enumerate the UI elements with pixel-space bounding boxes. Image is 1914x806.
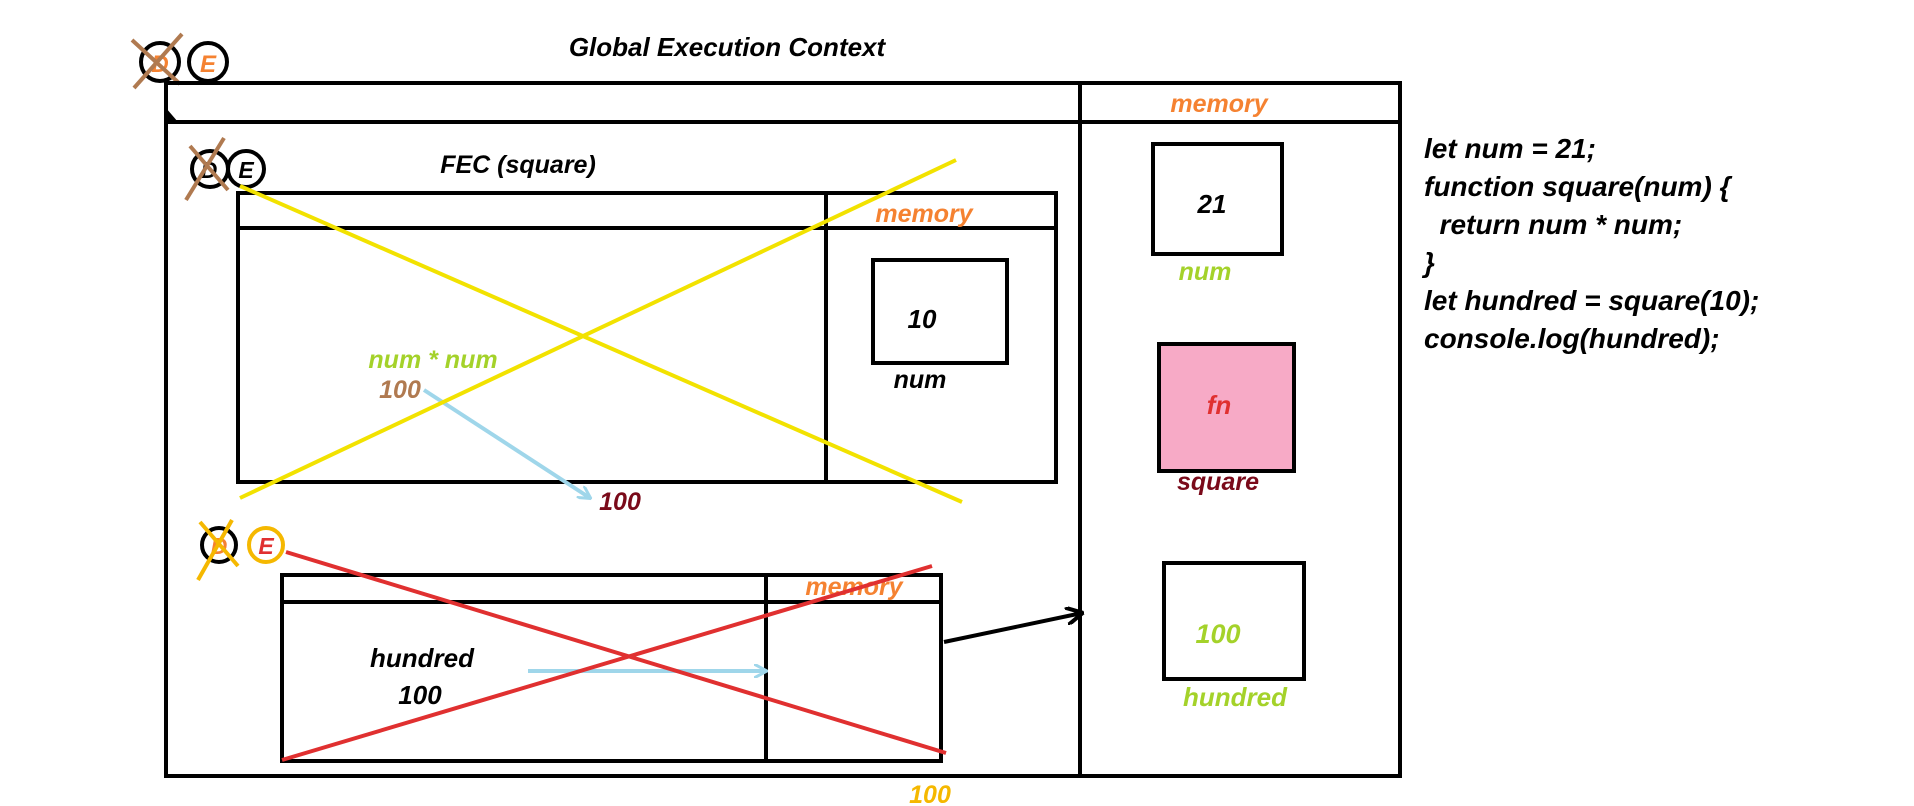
code-line: }	[1421, 247, 1435, 278]
fec2-var-value: 100	[398, 680, 442, 710]
fec-strike-yellow-2	[239, 158, 957, 500]
global-corner-mark	[166, 108, 178, 122]
fec2-badge-e-circle	[247, 526, 285, 564]
fec2-badge-e: E	[258, 533, 274, 559]
global-title: Global Execution Context	[569, 32, 887, 62]
fec-num-name: num	[894, 366, 947, 394]
global-square-value: fn	[1207, 390, 1232, 420]
fec-strike-yellow-1	[239, 184, 963, 504]
global-hundred-cell	[1162, 561, 1306, 681]
global-hundred-value: 100	[1195, 619, 1240, 649]
fec-result: 100	[379, 376, 421, 404]
fec-expression: num * num	[368, 346, 497, 374]
fec-badge-strike-1	[184, 136, 226, 202]
global-badge-d-circle	[139, 41, 181, 83]
fec2-bottom-value: 100	[909, 781, 951, 806]
code-snippet: let num = 21; function square(num) { ret…	[1421, 133, 1759, 354]
global-memory-label: memory	[1170, 90, 1268, 118]
fec-frame	[236, 191, 1058, 484]
fec-return-arrow	[422, 388, 590, 498]
code-line: let num = 21;	[1424, 133, 1596, 164]
code-line: console.log(hundred);	[1424, 323, 1720, 354]
global-num-value: 21	[1197, 189, 1227, 219]
fec2-var-name: hundred	[370, 643, 475, 673]
global-square-name: square	[1177, 468, 1259, 496]
fec2-strike-red-1	[285, 550, 947, 755]
fec-return-value: 100	[599, 488, 641, 516]
global-num-cell	[1151, 142, 1284, 256]
global-badge-strike-2	[130, 38, 182, 86]
global-hundred-name: hundred	[1183, 682, 1288, 712]
code-line: return num * num;	[1424, 209, 1682, 240]
fec-badge: D E	[184, 136, 266, 202]
global-num-name: num	[1179, 258, 1232, 286]
global-context-frame	[164, 81, 1402, 778]
fec-badge-e: E	[238, 157, 254, 183]
fec-num-cell	[871, 258, 1009, 365]
global-badge-strike-1	[132, 32, 184, 90]
global-badge: D E	[130, 32, 229, 90]
fec2-badge-strike-1	[196, 519, 234, 581]
fec2-badge: D E	[196, 519, 285, 581]
code-line: function square(num) {	[1424, 171, 1733, 202]
fec-title: FEC (square)	[440, 151, 596, 179]
global-square-cell	[1157, 342, 1296, 473]
fec2-badge-strike-2	[198, 520, 240, 568]
fec-badge-strike-2	[188, 144, 230, 192]
global-badge-e: E	[200, 51, 217, 78]
fec2-badge-d-circle	[200, 526, 238, 564]
fec2-frame	[280, 573, 943, 763]
fec2-to-global-arrow	[943, 613, 1082, 644]
code-line: let hundred = square(10);	[1424, 285, 1759, 316]
fec-num-value: 10	[908, 304, 937, 334]
fec-memory-label: memory	[875, 200, 973, 228]
fec2-strike-red-2	[281, 564, 933, 762]
